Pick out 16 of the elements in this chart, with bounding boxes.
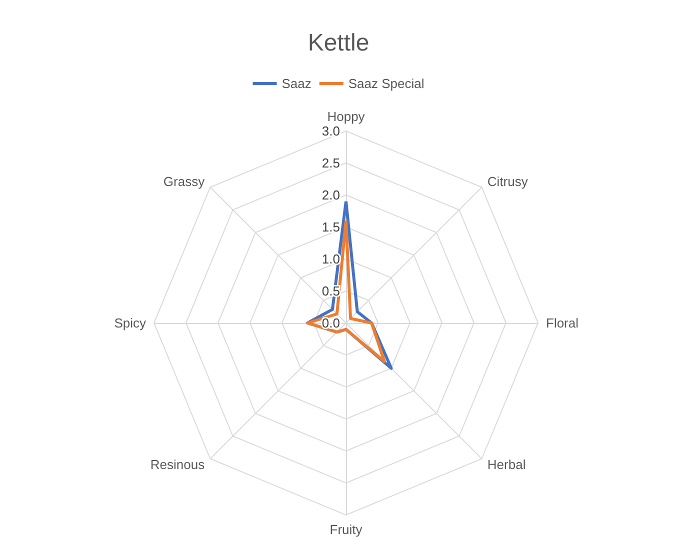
spoke-label: Hoppy (327, 109, 366, 124)
chart-title: Kettle (308, 30, 370, 56)
legend-label: Saaz (282, 76, 312, 91)
spoke-label: Grassy (163, 174, 206, 190)
y-tick-label: 3.0 (322, 124, 340, 138)
spoke-label: Floral (546, 316, 579, 330)
y-tick-label: 0.0 (322, 316, 340, 330)
spoke-label: Spicy (114, 316, 146, 330)
y-tick-label: 2.0 (322, 188, 340, 202)
y-tick-label: 1.5 (322, 220, 340, 234)
y-tick-label: 2.5 (322, 156, 340, 170)
spoke-label: Fruity (330, 522, 363, 537)
legend-label: Saaz Special (348, 76, 424, 91)
spoke-label: Resinous (150, 456, 206, 472)
spoke-label: Herbal (487, 456, 526, 472)
spoke-label: Citrusy (487, 174, 528, 190)
